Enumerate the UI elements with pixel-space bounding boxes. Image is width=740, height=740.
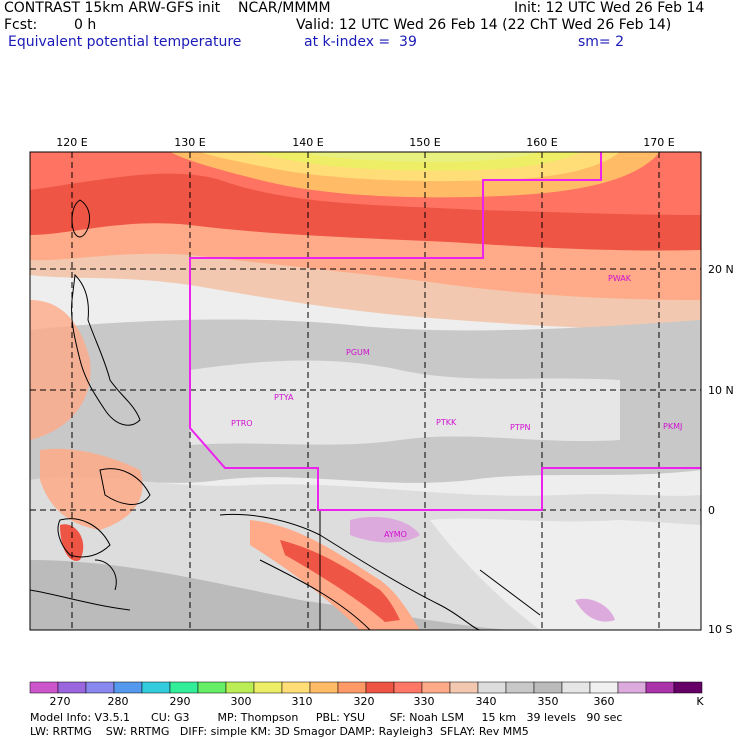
colorbar-swatch [533,681,563,694]
colorbar-swatch [449,681,479,694]
colorbar-tick-label: 300 [231,695,252,708]
model-info-line2: LW: RRTMG SW: RRTMG DIFF: simple KM: 3D … [30,725,529,738]
colorbar-swatch [197,681,227,694]
colorbar-swatch [113,681,143,694]
colorbar-swatch [141,681,171,694]
colorbar-tick-label: 350 [538,695,559,708]
station-label: PTYA [274,393,294,402]
colorbar-tick-label: 290 [170,695,191,708]
colorbar-swatch [169,681,199,694]
longitude-labels: 120 E 130 E 140 E 150 E 160 E 170 E [56,136,674,149]
field-name: Equivalent potential temperature [8,34,242,50]
colorbar-unit: K [696,695,704,708]
colorbar-swatch [477,681,507,694]
new-guinea-coast [219,513,481,630]
color-bar: 270 280 290 300 310 320 330 340 350 360 K [29,681,704,708]
colorbar-swatch [393,681,423,694]
colorbar-swatch [673,681,703,694]
colorbar-swatch [589,681,619,694]
forecast-hour: 0 h [74,17,97,33]
colorbar-tick-label: 270 [50,695,71,708]
init-time: Init: 12 UTC Wed 26 Feb 14 [514,0,705,16]
mindanao-coast [99,468,151,505]
level-info: at k-index = 39 [304,34,417,50]
colorbar-swatch [421,681,451,694]
station-label: PGUM [346,348,370,357]
lat-label: 10 N [708,384,734,397]
model-info-line1: Model Info: V3.5.1 CU: G3 MP: Thompson P… [30,711,623,724]
lat-label: 10 S [708,623,732,636]
colorbar-swatch [281,681,311,694]
lon-label: 160 E [526,136,557,149]
colorbar-swatch [253,681,283,694]
latitude-labels: 20 N 10 N 0 10 S [708,263,734,636]
colorbar-tick-label: 280 [108,695,129,708]
colorbar-tick-label: 310 [292,695,313,708]
colorbar-swatch [309,681,339,694]
banda-coast [30,589,131,611]
colorbar-swatch [561,681,591,694]
forecast-label: Fcst: [4,17,38,33]
station-label: PKMJ [663,422,682,431]
colorbar-tick-label: 330 [414,695,435,708]
colorbar-tick-label: 320 [354,695,375,708]
lat-label: 20 N [708,263,734,276]
colorbar-tick-label: 340 [476,695,497,708]
lon-label: 120 E [56,136,87,149]
colorbar-swatch [337,681,367,694]
station-label: PTKK [436,418,457,427]
model-title: CONTRAST 15km ARW-GFS init NCAR/MMMM [4,0,331,16]
colorbar-swatch [29,681,59,694]
lon-label: 170 E [643,136,674,149]
lat-label: 0 [708,504,715,517]
station-label: PTPN [510,423,531,432]
domain-boundary [189,152,701,511]
map-field [30,152,701,630]
colorbar-swatch [617,681,647,694]
colorbar-swatch [645,681,675,694]
colorbar-tick-label: 360 [594,695,615,708]
philippines-coast [71,273,141,426]
lon-label: 140 E [292,136,323,149]
lon-label: 150 E [409,136,440,149]
station-label: PTRO [231,419,253,428]
station-labels: PWAK PGUM PTYA PTRO PTKK PTPN PKMJ AYMO [231,274,682,539]
colorbar-swatch [57,681,87,694]
smoothing-info: sm= 2 [578,34,625,50]
colorbar-swatch [365,681,395,694]
colorbar-swatch [225,681,255,694]
map-frame [29,151,702,631]
solomon-coast [479,569,541,616]
colorbar-swatch [85,681,115,694]
station-label: PWAK [608,274,632,283]
colorbar-swatch [505,681,535,694]
station-label: AYMO [384,530,407,539]
sulawesi-coast [57,518,117,591]
lon-label: 130 E [174,136,205,149]
valid-time: Valid: 12 UTC Wed 26 Feb 14 (22 ChT Wed … [296,17,672,33]
